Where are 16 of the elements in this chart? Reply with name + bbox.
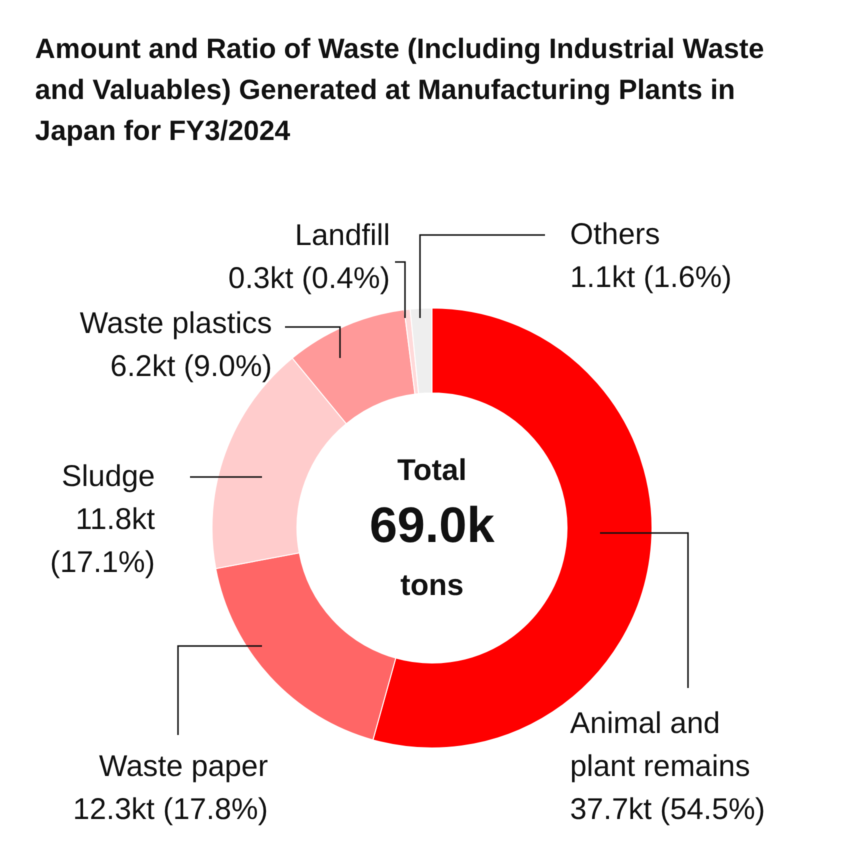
slice-label: Others (570, 218, 660, 251)
text: Total (397, 454, 467, 487)
data-label: 1.1kt (1.6%) (570, 261, 732, 294)
data-label: 12.3kt (17.8%) (72, 793, 268, 826)
data-label: 37.7kt (54.5%) (570, 793, 766, 826)
data-label: 6.2kt (9.0%) (110, 350, 272, 383)
slice-label: Sludge (62, 460, 155, 493)
chart-title: Amount and Ratio of Waste (Including Industrial Waste and Valuables) Generated at Manufacturing Plants in Japan for FY3/2024 (35, 33, 764, 146)
data-label: 0.3kt (0.4%) (228, 262, 390, 295)
text: tons (400, 569, 464, 602)
data-label: 11.8kt (17.1%) (50, 503, 156, 579)
slice-label: Waste paper (99, 750, 268, 783)
text: 69.0k (369, 497, 495, 553)
slice-label: Waste plastics (80, 307, 272, 340)
slice-label: Animal and plant remains (570, 707, 750, 783)
slice-label: Landfill (294, 219, 390, 252)
